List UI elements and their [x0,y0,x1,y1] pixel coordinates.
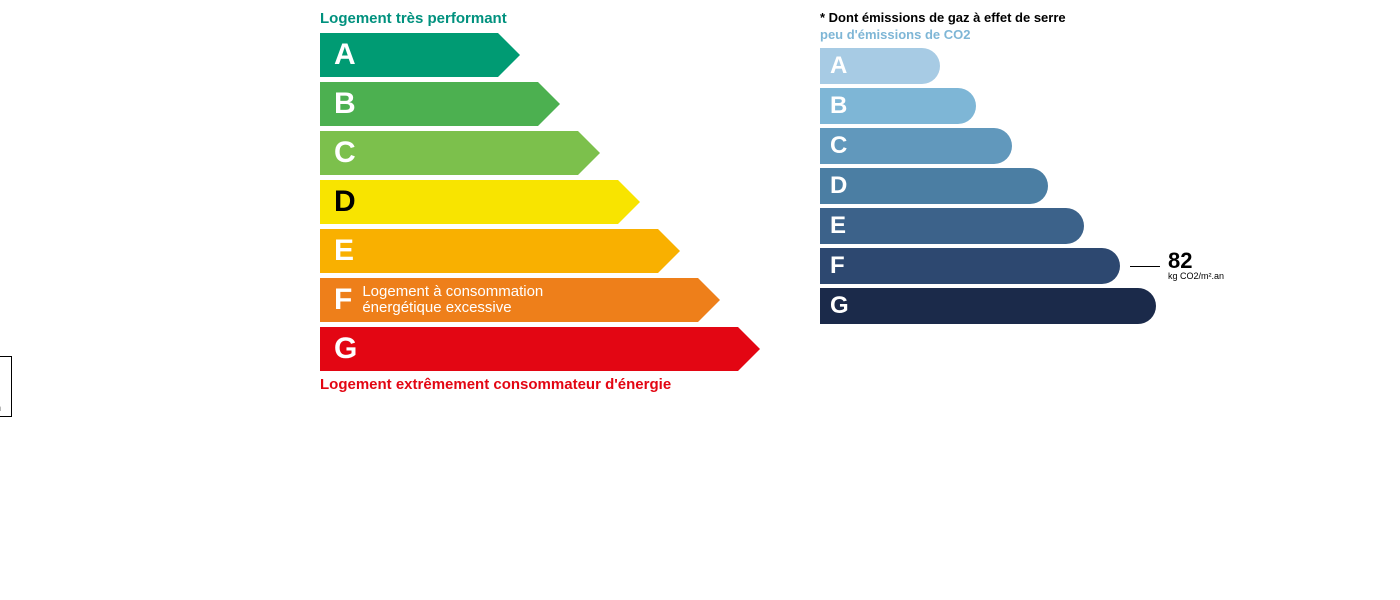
ges-bar-letter: C [830,132,847,160]
energy-bars: ABCDEFLogement à consommationénergétique… [320,27,760,371]
ges-bar-letter: E [830,212,846,240]
energy-bar-letter: B [334,87,356,121]
ges-callout-unit: kg CO2/m².an [1168,271,1224,281]
ges-bars: ABCDEF 82kg CO2/m².an G [820,42,1340,324]
energy-bar-a: A [320,33,760,77]
energy-bar-e: E [320,229,760,273]
energy-bar-d: D [320,180,760,224]
ges-bar-g: G [820,288,1340,324]
ges-header2: peu d'émissions de CO2 [820,27,1340,42]
energy-bar-c: C [320,131,760,175]
energy-bar-letter: C [334,136,356,170]
emissions-value: 82* [0,373,1,403]
ges-bar-f: F 82kg CO2/m².an [820,248,1340,284]
ges-callout: 82kg CO2/m².an [1130,251,1224,281]
energy-rating-chart: consommation (énergie primaire) 373 kWh/… [20,10,760,393]
emissions-caption: émissions [0,361,1,371]
energy-bar-letter: G [334,332,357,366]
emissions-box: émissions 82* kg CO2/m².an [0,356,12,417]
ges-bar-letter: F [830,252,845,280]
emissions-unit: kg CO2/m².an [0,403,1,414]
ges-bar-a: A [820,48,1340,84]
ges-bar-letter: D [830,172,847,200]
ges-bar-d: D [820,168,1340,204]
ges-bar-c: C [820,128,1340,164]
ges-rating-chart: * Dont émissions de gaz à effet de serre… [820,10,1340,393]
energy-bar-inline-text: Logement à consommationénergétique exces… [352,284,543,316]
energy-title-bottom: Logement extrêmement consommateur d'éner… [320,376,760,393]
energy-bar-f: FLogement à consommationénergétique exce… [320,278,760,322]
ges-bar-e: E [820,208,1340,244]
ges-bar-letter: A [830,52,847,80]
ges-header1: * Dont émissions de gaz à effet de serre [820,10,1340,25]
energy-bar-letter: E [334,234,354,268]
energy-bar-letter: F [334,283,352,317]
ges-callout-value: 82 [1168,251,1224,271]
ges-bar-letter: B [830,92,847,120]
ges-bar-b: B [820,88,1340,124]
energy-bar-letter: A [334,38,356,72]
energy-title-top: Logement très performant [320,10,760,27]
energy-bar-letter: D [334,185,356,219]
energy-bar-b: B [320,82,760,126]
ges-bar-letter: G [830,292,849,320]
result-boxes: consommation (énergie primaire) 373 kWh/… [0,356,12,417]
energy-bar-g: G [320,327,760,371]
